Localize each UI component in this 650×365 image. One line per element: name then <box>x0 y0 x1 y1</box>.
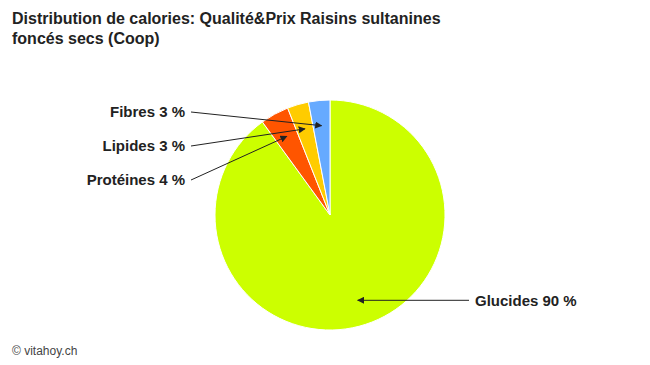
slice-label: Fibres 3 % <box>110 103 185 120</box>
chart-container: Distribution de calories: Qualité&Prix R… <box>0 0 650 365</box>
annotation: © vitahoy.ch <box>12 344 77 358</box>
slice-labels: Glucides 90 % Protéines 4 % Lipides 3 % Fib… <box>87 103 577 308</box>
annotation-arrow <box>358 300 469 301</box>
slice-label: Protéines 4 % <box>87 171 185 188</box>
pie-group <box>215 100 445 330</box>
slice-label: Lipides 3 % <box>102 137 185 154</box>
chart-title-line: Distribution de calories: Qualité&Prix R… <box>12 10 441 27</box>
chart-svg: Distribution de calories: Qualité&Prix R… <box>0 0 650 365</box>
pie-slice <box>215 100 445 330</box>
chart-title-line: foncés secs (Coop) <box>12 30 160 47</box>
annotation-arrow <box>191 112 322 126</box>
slice-label: Glucides 90 % <box>475 292 577 309</box>
annotation-arrow <box>191 129 305 146</box>
pie-slice <box>308 100 330 215</box>
chart-title: Distribution de calories: Qualité&Prix R… <box>12 10 441 47</box>
annotation-arrow <box>191 136 287 180</box>
